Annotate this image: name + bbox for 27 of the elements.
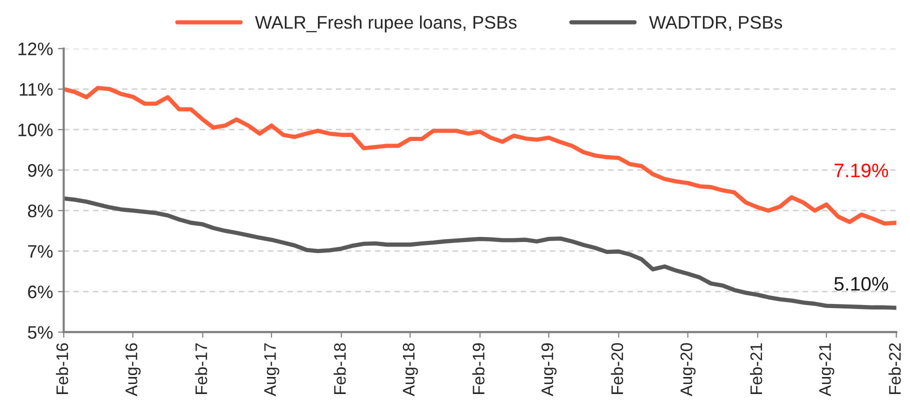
x-tick-label: Aug-21	[819, 343, 834, 396]
y-tick-label: 12%	[18, 42, 53, 56]
x-tick-label: Feb-20	[610, 343, 624, 394]
x-tick-label: Aug-16	[126, 343, 141, 396]
annotation: 5.10%	[834, 276, 888, 291]
x-tick-label: Feb-16	[56, 343, 68, 394]
y-tick-label: 5%	[28, 326, 53, 339]
x-tick-label: Aug-19	[541, 343, 557, 396]
legend-label: WALR_Fresh rupee loans, PSBs	[255, 16, 517, 32]
x-tick-label: Aug-18	[402, 343, 418, 396]
y-tick-label: 11%	[20, 83, 53, 96]
annotation: 7.19%	[834, 164, 888, 178]
y-tick-label: 10%	[18, 124, 53, 136]
x-tick-label: Aug-17	[264, 343, 280, 396]
x-tick-label: Feb-22	[888, 343, 901, 394]
x-tick-label: Feb-21	[750, 343, 762, 394]
x-tick-label: Feb-17	[194, 343, 208, 394]
x-tick-label: Feb-18	[334, 343, 346, 394]
legend-label: WADTDR, PSBs	[649, 16, 782, 31]
line-series	[64, 196, 896, 310]
x-tick-label: Aug-20	[680, 343, 696, 396]
y-tick-label: 6%	[28, 286, 53, 298]
y-tick-label: 8%	[28, 204, 53, 218]
y-tick-label: 9%	[28, 164, 53, 177]
y-tick-label: 7%	[28, 245, 53, 258]
line-series	[64, 86, 896, 226]
x-tick-label: Feb-19	[472, 343, 484, 394]
